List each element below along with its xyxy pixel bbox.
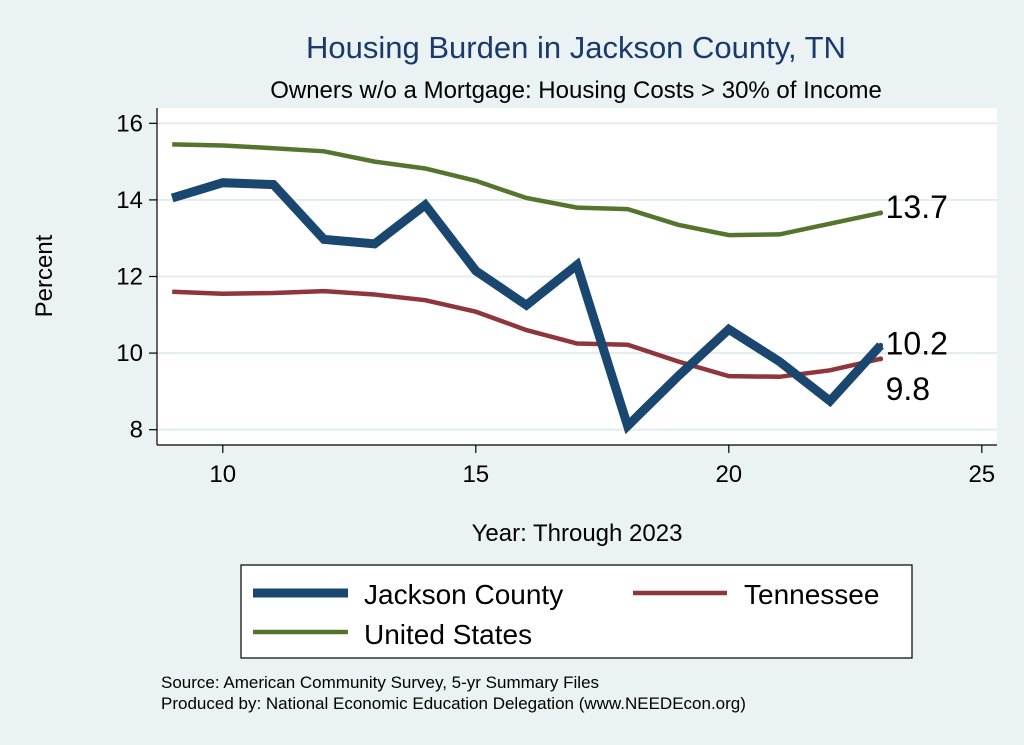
end-label-tennessee: 9.8 bbox=[886, 371, 930, 407]
series-line-united-states bbox=[172, 142, 882, 238]
y-tick-label: 16 bbox=[116, 110, 143, 137]
series-line-tennessee bbox=[172, 288, 882, 380]
data-series bbox=[170, 142, 884, 435]
chart-title: Housing Burden in Jackson County, TN bbox=[306, 30, 846, 65]
x-tick-label: 15 bbox=[462, 461, 489, 488]
x-axis-title: Year: Through 2023 bbox=[472, 520, 683, 547]
legend: Jackson County Tennessee United States bbox=[240, 564, 913, 659]
y-tick-label: 8 bbox=[130, 417, 143, 444]
legend-label-united-states: United States bbox=[364, 619, 532, 650]
x-tick-label: 20 bbox=[715, 461, 742, 488]
source-note: Source: American Community Survey, 5-yr … bbox=[161, 673, 599, 692]
endpoint-marker-jackson-county bbox=[878, 342, 884, 348]
endpoint-marker-united-states bbox=[878, 210, 884, 216]
end-label-jackson-county: 10.2 bbox=[886, 325, 948, 361]
series-line-jackson-county bbox=[170, 178, 884, 435]
y-tick-label: 12 bbox=[116, 264, 143, 291]
y-tick-label: 10 bbox=[116, 340, 143, 367]
legend-entries: Jackson County Tennessee United States bbox=[253, 579, 879, 650]
legend-box bbox=[240, 564, 913, 659]
legend-label-jackson-county: Jackson County bbox=[364, 579, 563, 610]
x-tick-label: 10 bbox=[209, 461, 236, 488]
end-label-united-states: 13.7 bbox=[886, 189, 948, 225]
end-labels: 10.2 9.8 13.7 bbox=[886, 189, 948, 407]
legend-label-tennessee: Tennessee bbox=[744, 579, 879, 610]
produced-by-note: Produced by: National Economic Education… bbox=[161, 694, 746, 713]
y-tick-label: 14 bbox=[116, 187, 143, 214]
y-axis-ticks: 8 10 12 14 16 bbox=[116, 110, 157, 444]
x-axis-ticks: 10 15 20 25 bbox=[209, 445, 995, 488]
x-tick-label: 25 bbox=[968, 461, 995, 488]
y-axis-title: Percent bbox=[31, 234, 58, 317]
endpoint-marker-tennessee bbox=[878, 356, 884, 362]
chart-subtitle: Owners w/o a Mortgage: Housing Costs > 3… bbox=[270, 77, 882, 104]
